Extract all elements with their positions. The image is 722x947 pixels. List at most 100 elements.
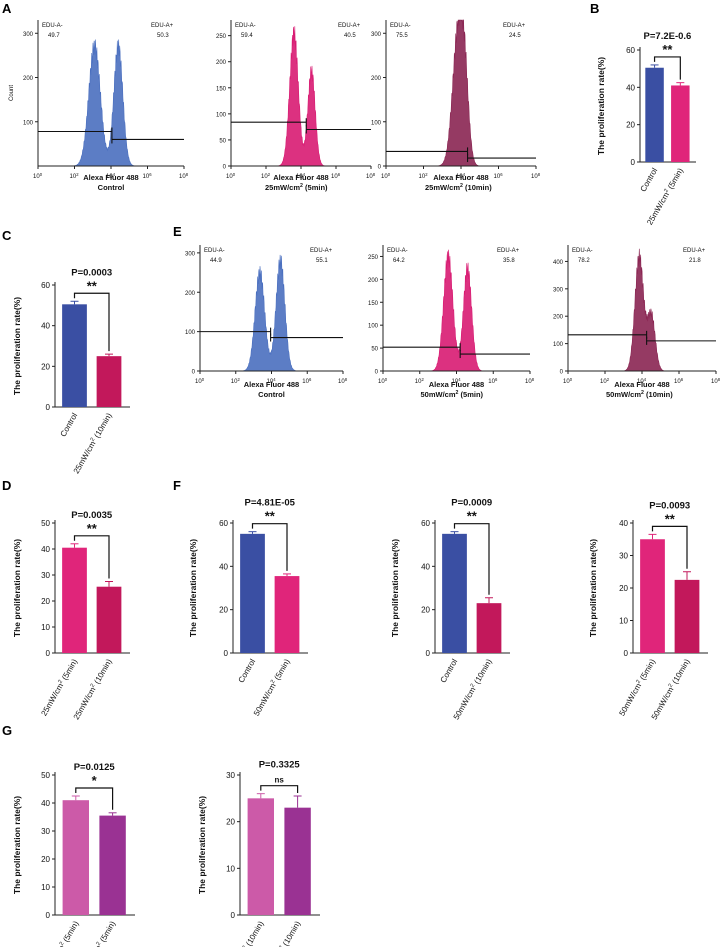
x-tick-label: 102 <box>415 377 425 386</box>
y-tick-label: 200 <box>216 60 227 66</box>
panel-letter-A: A <box>2 1 12 16</box>
gate-negative-value: 78.2 <box>578 258 590 264</box>
condition-label: 50mW/cm2 (10min) <box>606 390 673 399</box>
y-axis-label: The proliferation rate(%) <box>12 539 22 637</box>
category-label: 50mW/cm2 (5min) <box>617 657 657 717</box>
gate-negative-value: 59.4 <box>241 33 253 39</box>
y-tick-label: 100 <box>185 330 196 336</box>
y-tick-label: 30 <box>619 552 628 561</box>
significance-bracket <box>73 292 110 352</box>
category-label: Control <box>639 166 660 193</box>
bar <box>240 533 265 653</box>
bar <box>96 356 122 407</box>
significance-bracket <box>251 523 288 571</box>
y-tick-label: 20 <box>421 606 430 615</box>
bar <box>96 586 122 653</box>
y-tick-label: 0 <box>631 158 636 167</box>
y-tick-label: 150 <box>368 301 379 307</box>
bar <box>62 547 87 653</box>
y-tick-label: 200 <box>368 278 379 284</box>
histogram-curve <box>262 26 329 167</box>
bar-chart-F1: 0 20 40 60 The proliferation rate(%) Control5… <box>188 498 308 717</box>
y-tick-label: 300 <box>371 32 382 38</box>
gate-positive-label: EDU-A+ <box>310 248 333 254</box>
category-label: 50mW/cm2 (10min) <box>650 657 692 721</box>
bar-chart-D: 0 10 20 30 40 50 The proliferation rate(%) 25mW… <box>12 510 130 721</box>
significance-marker: ** <box>665 511 676 526</box>
y-tick-label: 20 <box>226 818 235 827</box>
y-tick-label: 20 <box>626 121 635 130</box>
x-tick-label: 106 <box>331 172 341 181</box>
x-tick-label: 106 <box>143 172 153 181</box>
histogram-curve <box>416 249 486 372</box>
y-tick-label: 0 <box>378 165 382 171</box>
y-tick-label: 30 <box>41 571 50 580</box>
x-tick-label: 100 <box>378 377 388 386</box>
x-tick-label: 108 <box>366 172 376 181</box>
y-tick-label: 0 <box>375 370 379 376</box>
y-tick-label: 40 <box>619 519 628 528</box>
x-tick-label: 106 <box>674 377 684 386</box>
gate-negative-label: EDU-A- <box>204 248 225 254</box>
gate-positive-value: 40.5 <box>344 33 356 39</box>
gate-positive-value: 35.8 <box>503 258 515 264</box>
significance-marker: * <box>92 773 98 788</box>
x-tick-label: 104 <box>456 172 466 181</box>
y-tick-label: 400 <box>553 260 564 266</box>
y-tick-label: 100 <box>371 120 382 126</box>
significance-marker: ** <box>662 42 673 57</box>
gate-positive-label: EDU-A+ <box>503 23 526 29</box>
significance-bracket <box>651 525 688 569</box>
bar <box>645 67 664 162</box>
p-value-title: P=0.0035 <box>71 510 113 521</box>
bar-chart-F2: 0 20 40 60 The proliferation rate(%) Control5… <box>390 498 510 721</box>
bar-chart-F3: 0 10 20 30 40 The proliferation rate(%) 50mW/c… <box>588 500 708 721</box>
condition-label: 25mW/cm2 (5min) <box>265 183 328 192</box>
x-tick-label: 102 <box>231 377 241 386</box>
gate-positive-value: 50.3 <box>157 33 169 39</box>
category-label: 25mW/cm2 (10min) <box>72 657 114 721</box>
category-label: Control <box>237 657 258 684</box>
p-value-title: P=0.0009 <box>451 498 492 509</box>
bar <box>62 800 89 915</box>
panel-letter-G: G <box>2 723 12 738</box>
panel-letter-D: D <box>2 478 11 493</box>
y-tick-label: 30 <box>226 771 235 780</box>
y-tick-label: 10 <box>226 864 235 873</box>
y-tick-label: 40 <box>41 322 50 331</box>
bar <box>284 807 311 915</box>
x-tick-label: 102 <box>70 172 80 181</box>
x-axis-label: Alexa Fluor 488 <box>429 380 484 389</box>
category-label: 25mW/cm2 (10min) <box>224 919 266 947</box>
y-tick-label: 100 <box>216 112 227 118</box>
x-tick-label: 108 <box>711 377 721 386</box>
gate-positive-label: EDU-A+ <box>151 23 174 29</box>
panel-letter-E: E <box>173 224 182 239</box>
bar <box>247 798 274 915</box>
category-label: 25mW/cm2 (5min) <box>39 657 79 717</box>
histogram-A2: 0 50 100 150 200 250 100 102 104 106 108 EDU-A- 59.4… <box>216 20 376 192</box>
gate-negative-label: EDU-A- <box>390 23 411 29</box>
gate-negative-label: EDU-A- <box>42 23 63 29</box>
x-tick-label: 100 <box>563 377 573 386</box>
x-tick-label: 106 <box>302 377 312 386</box>
y-tick-label: 20 <box>219 606 228 615</box>
y-axis-label: The proliferation rate(%) <box>188 539 198 637</box>
y-tick-label: 0 <box>46 911 51 920</box>
p-value-title: P=0.0003 <box>71 267 112 278</box>
y-axis-label: Count <box>9 85 15 101</box>
x-tick-label: 102 <box>600 377 610 386</box>
y-tick-label: 150 <box>216 86 227 92</box>
p-value-title: P=7.2E-0.6 <box>644 31 692 42</box>
gate-positive-value: 21.8 <box>689 258 701 264</box>
y-tick-label: 100 <box>23 120 34 126</box>
y-tick-label: 10 <box>41 883 50 892</box>
x-tick-label: 104 <box>296 172 306 181</box>
y-tick-label: 40 <box>41 799 50 808</box>
y-tick-label: 250 <box>368 255 379 261</box>
category-label: 50mW/cm2 (5min) <box>78 919 118 947</box>
y-axis-label: The proliferation rate(%) <box>596 57 606 155</box>
y-tick-label: 60 <box>41 281 50 290</box>
gate-negative-label: EDU-A- <box>235 23 256 29</box>
